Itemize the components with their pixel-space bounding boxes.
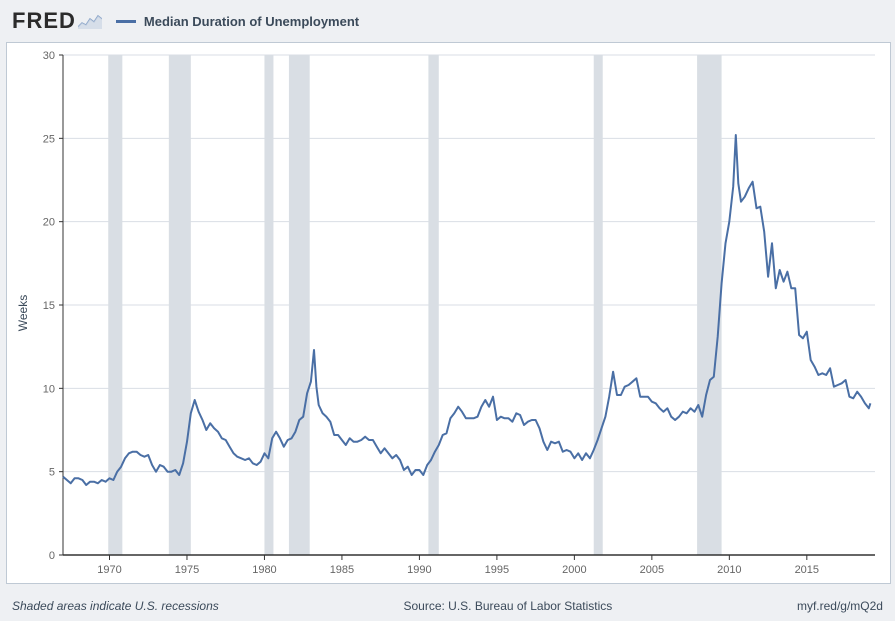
svg-text:15: 15 <box>43 300 55 312</box>
svg-text:1975: 1975 <box>175 564 199 576</box>
svg-text:1980: 1980 <box>252 564 276 576</box>
legend-swatch <box>116 20 136 23</box>
fred-logo-chart-icon <box>78 13 102 29</box>
footer: Shaded areas indicate U.S. recessions So… <box>12 599 883 613</box>
legend-label: Median Duration of Unemployment <box>144 14 359 29</box>
svg-text:5: 5 <box>49 467 55 479</box>
svg-text:10: 10 <box>43 383 55 395</box>
svg-text:30: 30 <box>43 50 55 62</box>
svg-text:25: 25 <box>43 133 55 145</box>
svg-text:1995: 1995 <box>485 564 509 576</box>
short-link[interactable]: myf.red/g/mQ2d <box>797 599 883 613</box>
svg-text:1985: 1985 <box>330 564 354 576</box>
svg-text:2000: 2000 <box>562 564 586 576</box>
svg-text:2010: 2010 <box>717 564 741 576</box>
svg-text:20: 20 <box>43 217 55 229</box>
chart-area: Weeks 0510152025301970197519801985199019… <box>6 42 891 584</box>
recession-note: Shaded areas indicate U.S. recessions <box>12 599 219 613</box>
svg-text:1990: 1990 <box>407 564 431 576</box>
svg-text:2005: 2005 <box>640 564 664 576</box>
source-label: Source: U.S. Bureau of Labor Statistics <box>403 599 612 613</box>
legend: Median Duration of Unemployment <box>116 14 359 29</box>
fred-logo: FRED <box>12 8 76 34</box>
chart-svg: 0 5 10 15 20 25 30 1970 1975 1980 1985 1990 1995 2000… <box>7 43 890 583</box>
svg-text:2015: 2015 <box>795 564 819 576</box>
svg-text:0: 0 <box>49 550 55 562</box>
svg-text:1970: 1970 <box>97 564 121 576</box>
